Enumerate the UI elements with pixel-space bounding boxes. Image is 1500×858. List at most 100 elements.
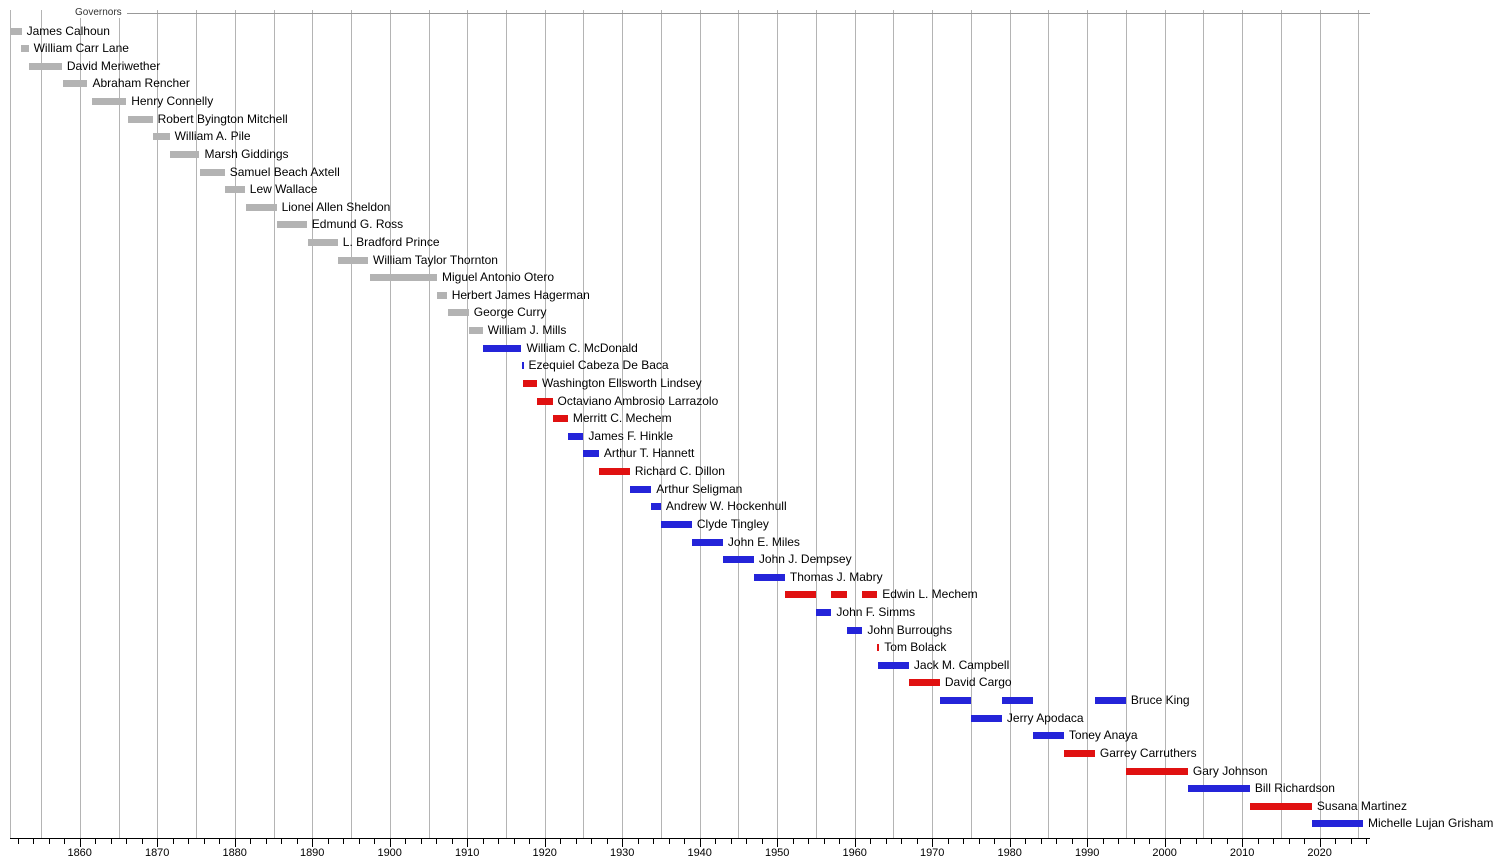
governor-name-label: Edmund G. Ross — [311, 217, 404, 232]
x-axis-tick-label: 1900 — [377, 847, 402, 858]
gridline — [622, 10, 624, 838]
x-axis-minor-tick — [203, 839, 205, 844]
gridline — [583, 10, 585, 838]
x-axis-minor-tick — [901, 839, 903, 844]
x-axis-minor-tick — [95, 839, 97, 844]
x-axis-major-tick — [1319, 839, 1321, 847]
x-axis-minor-tick — [963, 839, 965, 844]
governor-term-bar — [469, 327, 483, 334]
x-axis-minor-tick — [715, 839, 717, 844]
governor-term-bar — [583, 450, 599, 458]
x-axis-major-tick — [312, 839, 314, 847]
x-axis-major-tick — [1164, 839, 1166, 847]
governor-name-label: Merritt C. Mechem — [572, 411, 672, 426]
x-axis-minor-tick — [668, 839, 670, 844]
gridline — [815, 10, 817, 838]
governor-term-bar — [629, 485, 652, 493]
gridline — [10, 10, 11, 838]
governor-name-label: Susana Martinez — [1316, 798, 1407, 813]
governor-name-label: Abraham Rencher — [92, 76, 190, 91]
x-axis-minor-tick — [606, 839, 608, 844]
x-axis-tick-label: 2020 — [1307, 847, 1332, 858]
gridline — [1087, 10, 1089, 838]
x-axis-minor-tick — [885, 839, 887, 844]
x-axis-tick-label: 2010 — [1229, 847, 1255, 858]
governor-term-bar — [522, 379, 537, 387]
governor-term-bar — [20, 45, 29, 53]
x-axis-minor-tick — [591, 839, 593, 844]
x-axis-minor-tick — [64, 839, 66, 844]
x-axis-minor-tick — [1288, 839, 1290, 844]
top-rule — [127, 13, 1370, 14]
x-axis-minor-tick — [1366, 839, 1368, 844]
governor-name-label: David Meriwether — [66, 58, 161, 73]
x-axis-major-tick — [1242, 839, 1244, 847]
governor-term-bar — [598, 468, 630, 475]
governor-name-label: Lew Wallace — [249, 182, 318, 197]
governor-term-bar — [846, 626, 863, 634]
x-axis-minor-tick — [637, 839, 639, 844]
x-axis-minor-tick — [281, 839, 283, 844]
gridline — [273, 10, 275, 838]
governor-term-bar — [199, 168, 225, 176]
governor-name-label: David Cargo — [944, 675, 1012, 690]
gridline — [1048, 10, 1050, 838]
governor-term-bar — [908, 679, 940, 687]
x-axis-minor-tick — [684, 839, 686, 844]
governor-name-label: Bruce King — [1130, 693, 1190, 708]
governor-name-label: Ezequiel Cabeza De Baca — [528, 358, 669, 373]
x-axis-minor-tick — [1257, 839, 1259, 844]
governor-name-label: Arthur Seligman — [656, 481, 743, 496]
x-axis-tick-label: 1950 — [764, 847, 790, 858]
governor-name-label: Andrew W. Hockenhull — [665, 499, 787, 514]
x-axis-tick-label: 1860 — [67, 847, 92, 858]
gridline — [1203, 10, 1205, 838]
governor-term-bar — [815, 609, 832, 616]
governor-name-label: Arthur T. Hannett — [603, 446, 695, 461]
x-axis-tick-label: 2000 — [1152, 847, 1177, 858]
x-axis-minor-tick — [1211, 839, 1213, 844]
governor-term-bar — [784, 591, 816, 599]
gridline — [893, 10, 895, 838]
x-axis-minor-tick — [1195, 839, 1197, 844]
x-axis-minor-tick — [792, 839, 794, 844]
x-axis-minor-tick — [33, 839, 35, 844]
governor-name-label: Washington Ellsworth Lindsey — [542, 375, 702, 390]
governor-term-bar — [1125, 767, 1188, 775]
x-axis-minor-tick — [374, 839, 376, 844]
x-axis-minor-tick — [296, 839, 298, 844]
gridline — [1242, 10, 1244, 838]
governor-name-label: James Calhoun — [26, 23, 110, 38]
governor-name-label: Jack M. Campbell — [913, 657, 1010, 672]
x-axis-minor-tick — [560, 839, 562, 844]
x-axis-minor-tick — [1025, 839, 1027, 844]
x-axis-minor-tick — [870, 839, 872, 844]
governor-name-label: William C. McDonald — [526, 340, 638, 355]
x-axis-minor-tick — [653, 839, 655, 844]
x-axis-minor-tick — [808, 839, 810, 844]
governor-name-label: Robert Byington Mitchell — [157, 111, 288, 126]
x-axis-minor-tick — [188, 839, 190, 844]
x-axis-tick-label: 1990 — [1074, 847, 1100, 858]
governor-term-bar — [722, 556, 754, 564]
governor-term-bar — [1249, 802, 1312, 810]
gridline — [699, 10, 701, 838]
gridline — [389, 10, 391, 838]
x-axis-major-tick — [389, 839, 391, 847]
governor-term-bar — [224, 186, 245, 194]
x-axis-minor-tick — [761, 839, 763, 844]
governor-name-label: James F. Hinkle — [588, 428, 674, 443]
gridline — [854, 10, 856, 838]
x-axis-tick-label: 1940 — [687, 847, 712, 858]
governor-term-bar — [552, 415, 568, 423]
governor-name-label: Garrey Carruthers — [1099, 745, 1197, 760]
governor-term-bar — [651, 503, 661, 511]
governor-name-label: Lionel Allen Sheldon — [281, 199, 391, 214]
gridline — [544, 10, 546, 838]
governor-name-label: Samuel Beach Axtell — [229, 164, 340, 179]
governor-term-bar — [831, 591, 847, 599]
governor-term-bar — [1032, 732, 1064, 740]
governor-name-label: George Curry — [473, 305, 547, 320]
gridline — [1319, 10, 1321, 838]
